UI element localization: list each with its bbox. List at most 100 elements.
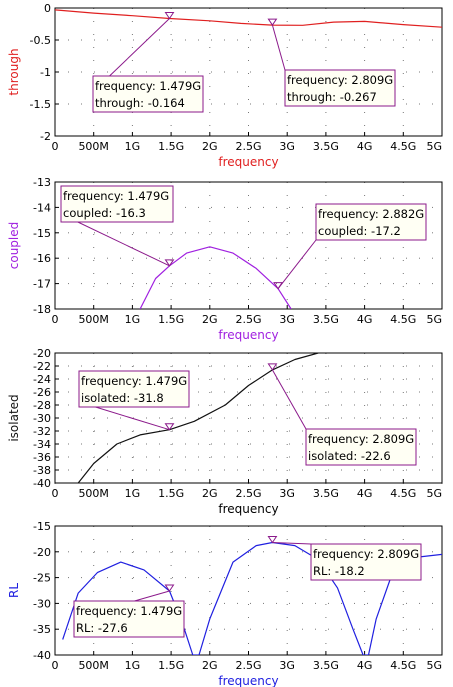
marker-callout[interactable]: frequency: 2.809G isolated: -22.6 [305,428,417,466]
x-tick-label: 1G [125,313,141,326]
y-tick-label: -20 [33,546,51,559]
x-tick-label: 2G [202,313,218,326]
y-tick-label: -36 [33,451,51,464]
marker-triangle[interactable] [164,584,175,592]
x-tick-label: 4.5G [390,659,416,672]
marker-text: coupled: -17.2 [318,224,401,238]
y-tick-label: -13 [33,176,51,189]
y-axis-label: isolated [7,394,21,441]
x-tick-label: 2G [202,659,218,672]
marker-text: frequency: 1.479G [81,374,187,388]
x-tick-label: 2.5G [235,140,261,153]
marker-leader-line [109,18,170,77]
marker-triangle[interactable] [267,18,278,26]
x-tick-label: 3G [279,313,295,326]
marker-triangle[interactable] [164,11,175,20]
x-tick-label: 3.5G [313,659,339,672]
x-axis-label: frequency [218,674,278,687]
x-tick-label: 1.5G [158,487,184,500]
y-tick-label: -16 [33,252,51,265]
x-tick-label: 500M [78,140,109,153]
marker-leader-line [271,369,307,430]
chart-panel-isolated: -20-22-24-26-28-30-32-34-36-38-400 500M 1G… [7,347,443,516]
y-axis-label: through [7,48,21,95]
x-axis-label: frequency [218,502,278,516]
x-tick-label: 500M [78,487,109,500]
x-tick-label: 0 [52,659,59,672]
marker-triangle[interactable] [273,282,284,290]
x-tick-label: 1G [125,487,141,500]
chart-panel-through: 0-0.5-1-1.5-20 500M 1G 1.5G 2G 2.5G 3G 3.5G 4G 4.… [7,2,443,169]
y-tick-label: -18 [33,303,51,316]
marker-text: frequency: 2.882G [318,207,424,221]
x-tick-label: 3.5G [313,487,339,500]
marker-callout[interactable]: frequency: 2.809G through: -0.267 [284,69,396,107]
y-tick-label: -15 [33,520,51,533]
marker-text: frequency: 1.479G [63,189,169,203]
chart-panel-RL: -15 -20 -25 -30 -35 -400 500M 1G 1.5G 2G 2.5G 3G 3.5… [7,520,443,687]
y-tick-label: -26 [33,386,51,399]
y-tick-label: -1 [40,66,51,79]
y-tick-label: -30 [33,412,51,425]
x-tick-label: 1.5G [158,313,184,326]
marker-callout[interactable]: frequency: 1.479G coupled: -16.3 [60,185,174,223]
marker-callout[interactable]: frequency: 1.479G through: -0.164 [92,75,204,113]
marker-leader-line [95,406,170,431]
x-tick-label: 4G [357,659,373,672]
marker-triangle[interactable] [164,259,175,267]
x-tick-label: 1G [125,659,141,672]
x-tick-label: 3.5G [313,140,339,153]
x-tick-label: 3G [279,659,295,672]
x-tick-label: 5G [426,659,442,672]
x-tick-label: 2.5G [235,313,261,326]
x-tick-label: 4.5G [390,313,416,326]
x-tick-label: 1G [125,140,141,153]
marker-text: frequency: 2.809G [313,547,419,561]
y-tick-label: -24 [33,373,51,386]
chart-panel-coupled: -13 -14 -15 -16 -17 -180 500M 1G 1.5G 2G 2.5G 3G 3.5… [7,176,443,342]
marker-leader-line [77,221,170,267]
x-tick-label: 4.5G [390,140,416,153]
marker-text: isolated: -22.6 [308,449,391,463]
series-line-through [55,9,442,28]
marker-text: RL: -27.6 [76,621,128,635]
y-tick-label: -25 [33,572,51,585]
x-tick-label: 4G [357,313,373,326]
y-tick-label: -1.5 [30,98,51,111]
y-tick-label: -15 [33,227,51,240]
marker-triangle[interactable] [267,536,278,544]
x-tick-label: 3G [279,487,295,500]
y-tick-label: -30 [33,597,51,610]
marker-callout[interactable]: frequency: 2.809G RL: -18.2 [310,543,422,581]
marker-text: through: -0.164 [95,96,185,110]
x-tick-label: 5G [426,313,442,326]
y-axis-label: coupled [7,222,21,270]
series-line-isolated [77,353,319,483]
x-tick-label: 0 [52,487,59,500]
x-tick-label: 0 [52,140,59,153]
x-tick-label: 2G [202,487,218,500]
x-tick-label: 0 [52,313,59,326]
x-tick-label: 2.5G [235,659,261,672]
marker-text: coupled: -16.3 [63,206,146,220]
y-tick-label: 0 [44,2,51,15]
y-tick-label: -14 [33,201,51,214]
y-tick-label: -40 [33,477,51,490]
marker-callout[interactable]: frequency: 1.479G isolated: -31.8 [78,370,190,408]
marker-text: frequency: 2.809G [287,73,393,87]
x-tick-label: 500M [78,313,109,326]
marker-callout[interactable]: frequency: 2.882G coupled: -17.2 [315,203,427,241]
marker-triangle[interactable] [164,423,175,431]
y-tick-label: -38 [33,464,51,477]
y-tick-label: -28 [33,399,51,412]
y-tick-label: -35 [33,623,51,636]
marker-leader-line [272,542,312,545]
series-line-RL [62,541,442,655]
x-tick-label: 5G [426,140,442,153]
y-tick-label: -17 [33,278,51,291]
marker-triangle[interactable] [267,363,278,371]
marker-callout[interactable]: frequency: 1.479G RL: -27.6 [73,600,185,638]
x-tick-label: 3.5G [313,313,339,326]
x-tick-label: 4G [357,140,373,153]
x-tick-label: 3G [279,140,295,153]
